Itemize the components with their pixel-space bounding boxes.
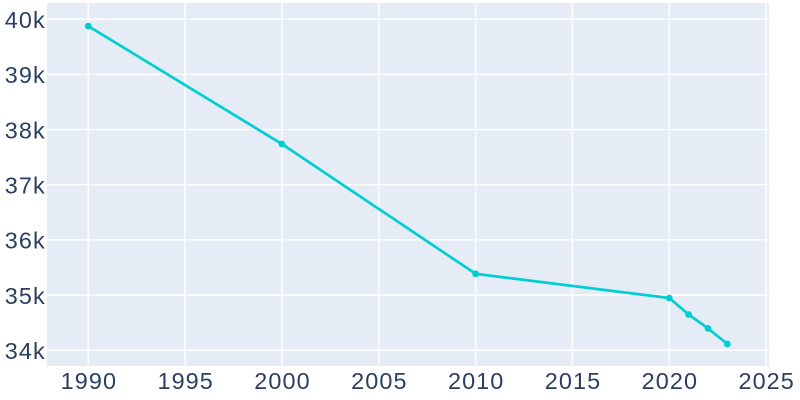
svg-text:34k: 34k xyxy=(5,338,46,364)
svg-text:2015: 2015 xyxy=(545,368,601,394)
svg-text:35k: 35k xyxy=(5,283,46,309)
svg-text:40k: 40k xyxy=(5,7,46,33)
svg-text:2005: 2005 xyxy=(351,368,407,394)
svg-text:38k: 38k xyxy=(5,117,46,143)
svg-text:2010: 2010 xyxy=(448,368,504,394)
svg-text:2020: 2020 xyxy=(642,368,698,394)
svg-text:36k: 36k xyxy=(5,228,46,254)
svg-text:2000: 2000 xyxy=(254,368,310,394)
svg-text:2025: 2025 xyxy=(738,368,794,394)
svg-text:39k: 39k xyxy=(5,62,46,88)
svg-text:1995: 1995 xyxy=(157,368,213,394)
svg-text:37k: 37k xyxy=(5,173,46,199)
svg-text:1990: 1990 xyxy=(61,368,117,394)
